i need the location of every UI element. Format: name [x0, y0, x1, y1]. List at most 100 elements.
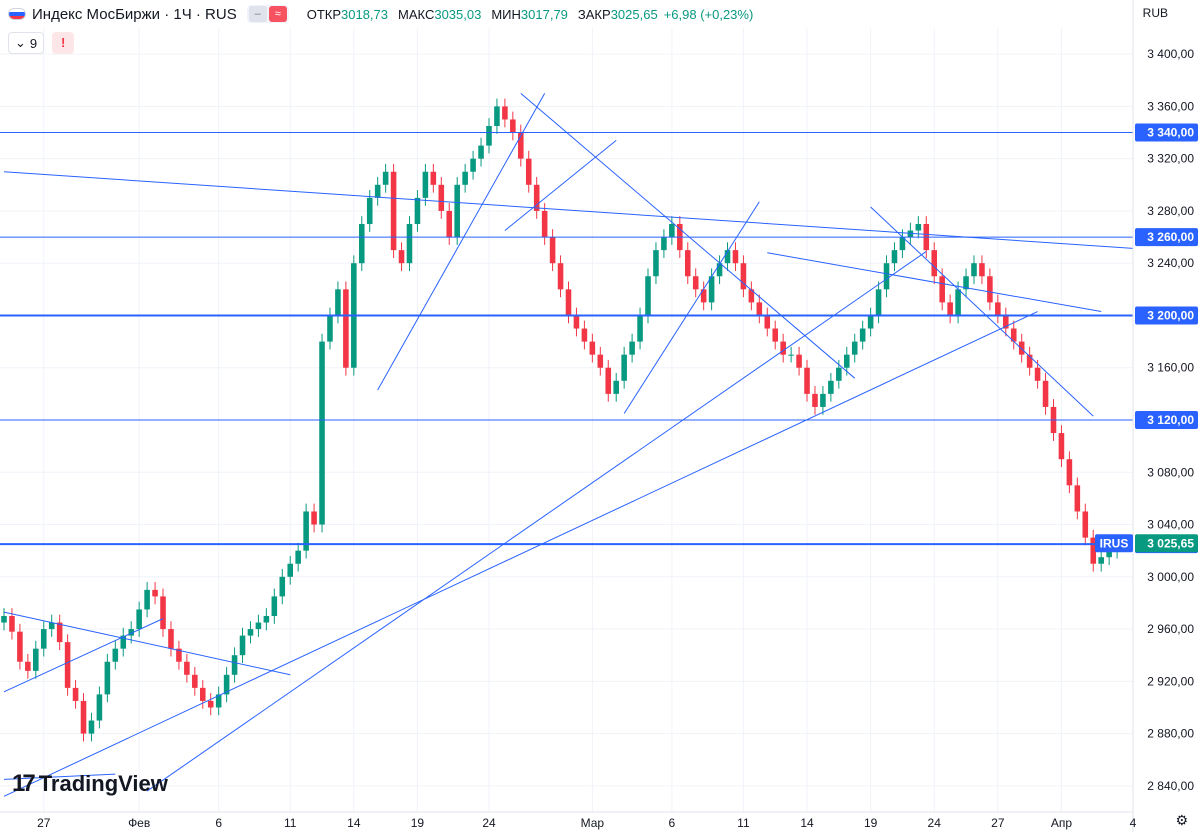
- candle-body: [414, 197, 421, 224]
- x-tick-label: 11: [737, 816, 750, 830]
- candle-body: [756, 302, 763, 316]
- gear-icon[interactable]: ⚙: [1175, 812, 1188, 828]
- candle-body: [589, 341, 596, 355]
- candle-body: [1098, 557, 1104, 564]
- candle-body: [716, 263, 723, 277]
- candle-body: [963, 276, 969, 290]
- candle-body: [518, 132, 524, 159]
- candle-body: [128, 629, 134, 636]
- candle-body: [947, 302, 953, 316]
- candle-body: [1003, 315, 1009, 329]
- candle-body: [836, 367, 842, 381]
- candle-body: [33, 648, 39, 671]
- y-tick-label: 2 920,00: [1147, 674, 1194, 688]
- trendline: [3, 611, 291, 676]
- candle-body: [335, 289, 341, 316]
- ohlc-close: ЗАКР3025,65: [577, 6, 658, 22]
- trendline: [3, 171, 1197, 254]
- candle-body: [247, 629, 254, 636]
- y-tick-label: 2 880,00: [1147, 727, 1194, 741]
- candle-body: [80, 700, 87, 734]
- x-tick-label: Фев: [128, 816, 150, 830]
- candle-body: [859, 328, 866, 342]
- candle-body: [239, 635, 246, 656]
- candle-body: [1026, 354, 1033, 368]
- candle-body: [851, 341, 858, 355]
- candle-body: [104, 661, 111, 695]
- candle-body: [1042, 380, 1049, 407]
- level-label-bg: [1135, 123, 1198, 142]
- candle-body: [581, 328, 588, 342]
- candle-body: [724, 250, 731, 264]
- tradingview-logo[interactable]: 17 TradingView: [12, 770, 168, 798]
- x-tick-label: 19: [411, 816, 425, 830]
- equal-icon[interactable]: –: [248, 6, 267, 22]
- symbol-tag-bg: [1095, 534, 1133, 553]
- level-label-bg: [1135, 228, 1198, 247]
- candle-body: [25, 661, 31, 671]
- symbol-title[interactable]: Индекс МосБиржи · 1Ч · RUS: [32, 5, 237, 23]
- y-tick-label: 3 000,00: [1147, 570, 1194, 584]
- candle-body: [605, 367, 612, 394]
- currency-label[interactable]: RUB: [1142, 6, 1168, 20]
- candle-body: [319, 341, 325, 525]
- x-tick-label: 24: [482, 816, 496, 830]
- trendline: [146, 251, 927, 792]
- x-tick-label: 4: [1130, 816, 1137, 830]
- candle-body: [812, 393, 818, 407]
- candle-body: [390, 171, 397, 251]
- level-label-bg: [1135, 411, 1198, 429]
- candle-body: [1018, 341, 1025, 355]
- candle-body: [215, 694, 222, 708]
- candle-body: [875, 289, 882, 316]
- candle-body: [700, 289, 707, 303]
- candle-body: [955, 289, 961, 316]
- candle-body: [613, 380, 619, 394]
- candle-body: [263, 616, 270, 623]
- candle-body: [271, 596, 278, 616]
- x-tick-label: 6: [215, 816, 222, 830]
- candle-body: [796, 354, 802, 368]
- candle-body: [804, 367, 810, 394]
- level-label-bg: [1135, 306, 1198, 325]
- trendline: [3, 311, 1038, 797]
- candle-body: [748, 289, 755, 303]
- candle-body: [971, 263, 977, 277]
- last-price-label: 3 025,65: [1147, 536, 1194, 550]
- candle-body: [470, 158, 476, 172]
- candle-body: [17, 631, 23, 662]
- candle-body: [374, 184, 381, 198]
- candle-body: [422, 171, 429, 198]
- y-tick-label: 3 040,00: [1147, 518, 1194, 532]
- candle-body: [120, 635, 127, 649]
- symbol-tag: IRUS: [1100, 536, 1129, 550]
- indicators-toggle[interactable]: ⌄ 9: [8, 32, 45, 54]
- candle-body: [406, 224, 413, 264]
- candle-body: [223, 674, 230, 695]
- chevron-down-icon: ⌄: [15, 35, 26, 50]
- candle-body: [883, 263, 890, 290]
- candle-body: [1058, 433, 1065, 460]
- candle-body: [366, 197, 373, 224]
- trendline: [3, 773, 116, 780]
- candle-body: [96, 694, 103, 721]
- alert-icon[interactable]: !: [52, 32, 75, 54]
- trendline: [504, 139, 617, 231]
- candle-body: [772, 328, 779, 342]
- candle-body: [199, 687, 206, 701]
- candle-body: [820, 393, 826, 407]
- candle-body: [311, 511, 317, 525]
- candle-body: [1082, 511, 1089, 538]
- wave-icon[interactable]: ≈: [268, 6, 287, 22]
- candle-body: [684, 250, 691, 277]
- indicator-row: ⌄ 9 !: [8, 32, 75, 54]
- x-tick-label: 27: [37, 816, 51, 830]
- candle-body: [637, 315, 643, 342]
- x-tick-label: 14: [800, 816, 814, 830]
- candle-body: [573, 315, 580, 329]
- candle-body: [454, 184, 460, 238]
- candle-body: [494, 106, 500, 126]
- candle-body: [446, 210, 453, 238]
- candle-body: [915, 224, 922, 231]
